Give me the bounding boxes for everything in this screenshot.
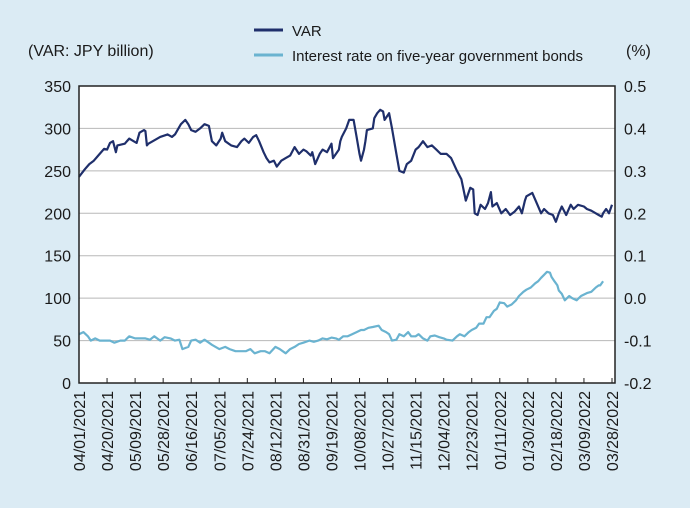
- y-right-tick-label: -0.2: [624, 376, 652, 393]
- y-left-tick-label: 300: [44, 121, 71, 138]
- gridlines: [79, 127, 615, 342]
- x-tick-label: 07/05/2021: [212, 391, 229, 471]
- x-tick-label: 06/16/2021: [184, 391, 201, 471]
- y-right-tick-label: -0.1: [624, 334, 652, 351]
- y-right-tick-label: 0.1: [624, 249, 646, 266]
- y-right-tick-label: 0.0: [624, 291, 646, 308]
- y-right-tick-label: 0.4: [624, 121, 646, 138]
- left-axis-unit-label: (VAR: JPY billion): [28, 43, 154, 60]
- legend-label-var: VAR: [292, 23, 322, 40]
- x-tick-label: 08/12/2021: [268, 391, 285, 471]
- x-tick-label: 12/04/2021: [437, 391, 454, 471]
- x-tick-label: 12/23/2021: [465, 391, 482, 471]
- x-tick-label: 05/28/2021: [156, 391, 173, 471]
- legend: VAR Interest rate on five-year governmen…: [254, 23, 583, 65]
- series-line-var: [78, 108, 614, 223]
- x-tick-label: 01/30/2022: [521, 391, 538, 471]
- y-right-tick-label: 0.3: [624, 164, 646, 181]
- x-tick-label: 11/15/2021: [409, 391, 426, 470]
- x-tick-label: 02/18/2022: [549, 391, 566, 471]
- left-y-axis: 0 50 100 150 200 250 300 350: [44, 79, 71, 393]
- x-tick-label: 07/24/2021: [240, 391, 257, 471]
- x-tick-label: 10/08/2021: [353, 391, 370, 471]
- y-left-tick-label: 200: [44, 206, 71, 223]
- plot-frame: [78, 85, 616, 384]
- series-lines: [78, 108, 614, 355]
- series-line-interest-rate: [78, 270, 605, 355]
- x-axis: 04/01/2021 04/20/2021 05/09/2021 05/28/2021…: [72, 378, 622, 471]
- y-left-tick-label: 100: [44, 291, 71, 308]
- plot-area: [79, 86, 615, 383]
- legend-label-interest-rate: Interest rate on five-year government bo…: [292, 48, 583, 65]
- y-left-tick-label: 0: [62, 376, 71, 393]
- x-tick-label: 04/01/2021: [72, 391, 89, 471]
- y-left-tick-label: 150: [44, 249, 71, 266]
- y-left-tick-label: 350: [44, 79, 71, 96]
- x-tick-label: 03/09/2022: [577, 391, 594, 471]
- x-tick-label: 08/31/2021: [296, 391, 313, 471]
- x-tick-label: 09/19/2021: [324, 391, 341, 471]
- y-left-tick-label: 50: [53, 334, 71, 351]
- x-tick-label: 05/09/2021: [128, 391, 145, 471]
- x-tick-label: 10/27/2021: [381, 391, 398, 471]
- y-left-tick-label: 250: [44, 164, 71, 181]
- x-tick-label: 03/28/2022: [605, 391, 622, 471]
- right-axis-unit-label: (%): [626, 43, 651, 60]
- right-y-axis: -0.2 -0.1 0.0 0.1 0.2 0.3 0.4 0.5: [624, 79, 652, 393]
- y-right-tick-label: 0.5: [624, 79, 646, 96]
- y-right-tick-label: 0.2: [624, 206, 646, 223]
- x-tick-label: 01/11/2022: [493, 391, 510, 470]
- x-tick-label: 04/20/2021: [100, 391, 117, 471]
